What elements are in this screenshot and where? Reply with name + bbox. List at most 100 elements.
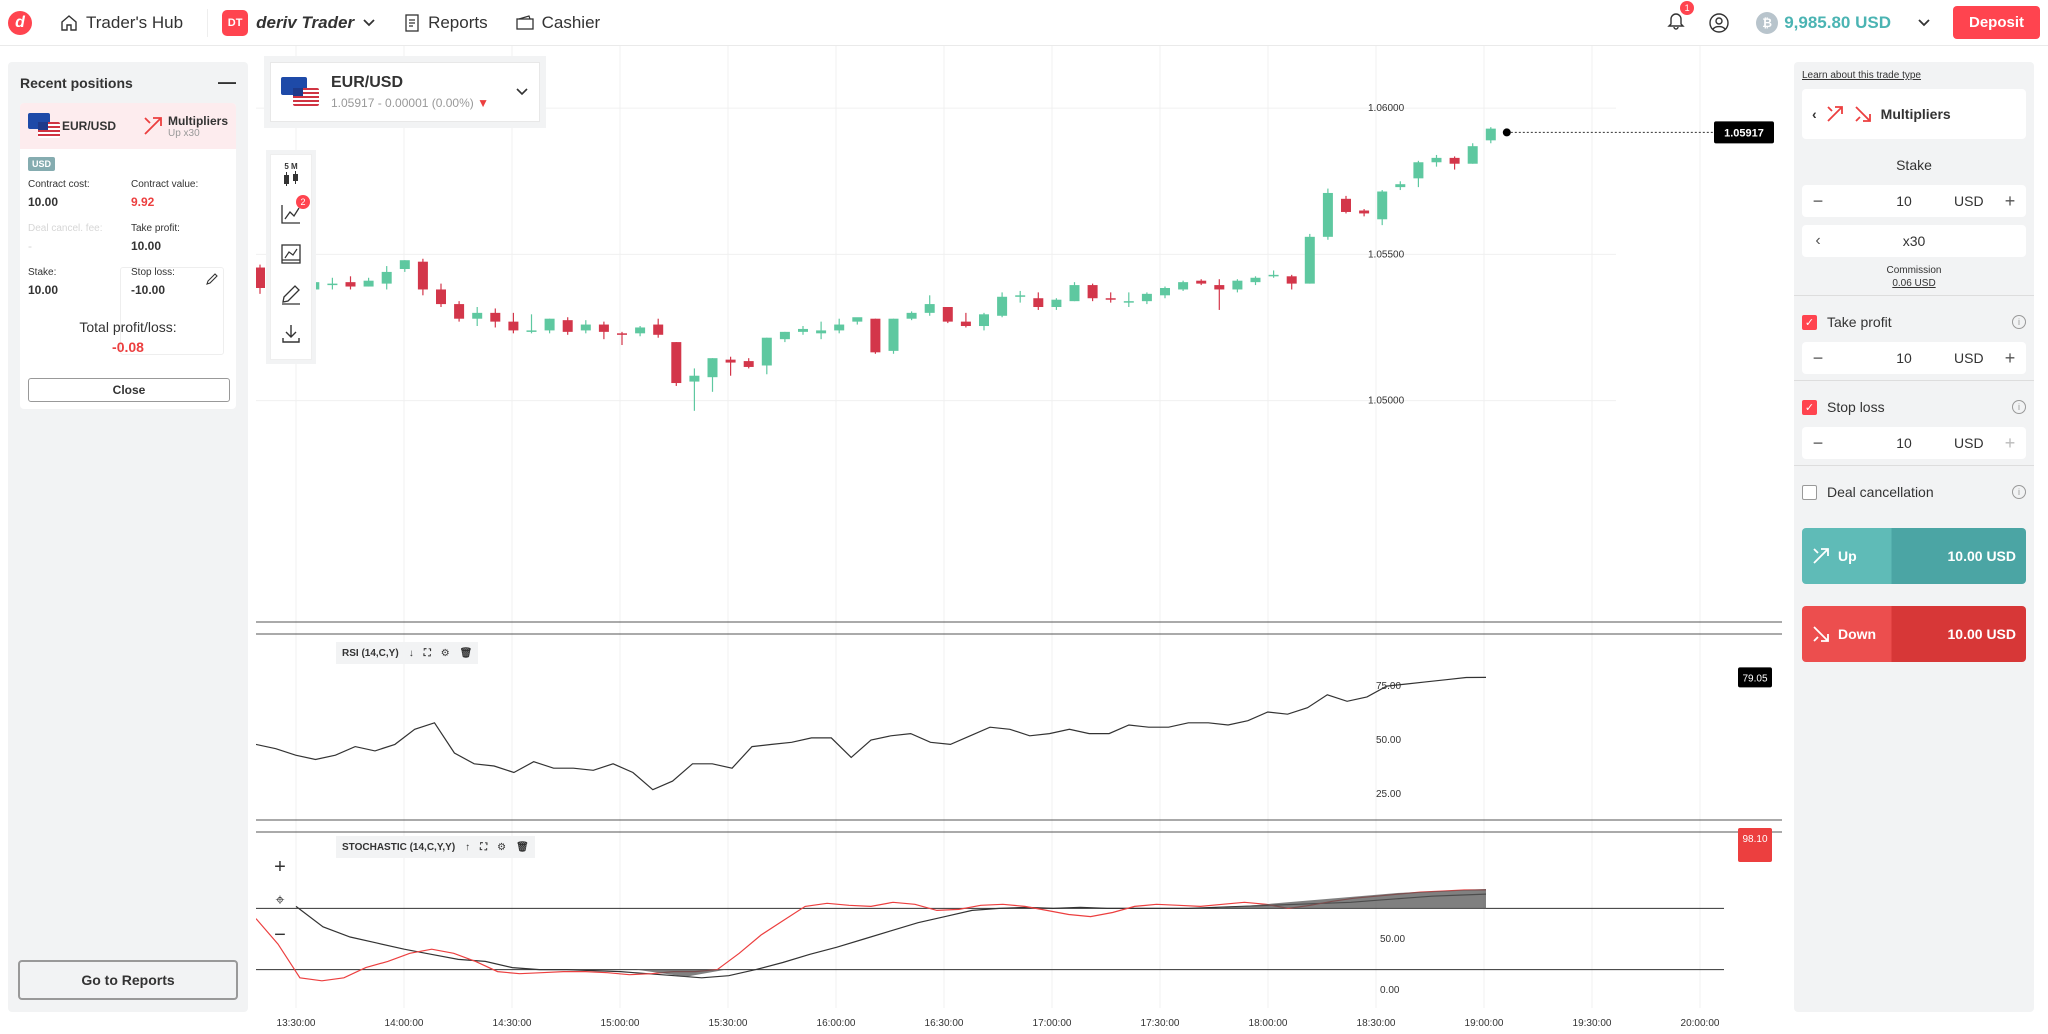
gear-icon[interactable]: ⚙ [440,647,450,659]
candle-body [635,327,646,334]
candle-body [1322,192,1333,237]
minimize-icon[interactable]: — [218,72,236,92]
candle-body [960,321,971,327]
candle-body [1051,299,1062,308]
price-tick-label: 1.05500 [1368,249,1405,260]
stake-value[interactable]: 10 [1896,193,1912,209]
learn-trade-type-link[interactable]: Learn about this trade type [1802,70,1921,81]
trash-icon[interactable]: 🗑 [516,841,529,853]
edit-pencil-icon[interactable] [205,272,219,286]
take-profit-checkbox[interactable]: ✓ [1802,314,1817,330]
stop-loss-input[interactable]: − 10 USD + [1802,427,2026,459]
traders-hub-link[interactable]: Trader's Hub [60,13,183,33]
stochastic-value-tag [1738,828,1772,862]
time-tick-label: 18:30:00 [1357,1018,1396,1029]
position-card[interactable]: EUR/USD Multipliers Up x30 USD Contract c… [20,103,236,409]
chart-area[interactable]: 13:30:00 14:00:00 14:30:00 15:00:00 15:30:00… [256,46,1782,1034]
info-icon[interactable]: i [2012,485,2026,499]
arrow-up-icon[interactable]: ↑ [465,841,471,853]
zoom-controls: + ⌖ − [264,856,296,946]
rsi-indicator-label[interactable]: RSI (14,C,Y) ↓ ⛶ ⚙ 🗑 [336,642,479,664]
chart-templates-icon [281,244,301,264]
buy-down-button[interactable]: Down 10.00 USD [1802,606,2026,662]
candle-body [617,333,627,335]
stake-input[interactable]: − 10 USD + [1802,185,2026,217]
candle-body [725,359,736,363]
account-balance[interactable]: ₿ 9,985.80 USD [1756,11,1931,34]
stop-loss-decrease-button[interactable]: − [1812,432,1824,453]
expand-icon[interactable]: ⛶ [480,841,488,853]
candle-body [979,314,989,327]
go-to-reports-button[interactable]: Go to Reports [18,960,238,1000]
rsi-tick-label: 75.00 [1376,681,1401,692]
time-tick-label: 13:30:00 [277,1018,316,1029]
chart-interval-button[interactable]: 5 M [278,161,304,187]
multiplier-up-icon [1827,106,1843,122]
deal-cancellation-checkbox[interactable] [1802,484,1817,500]
stake-decrease-button[interactable]: − [1812,190,1824,211]
chart-toolbar: 5 M 2 [270,154,312,360]
trash-icon[interactable]: 🗑 [459,647,473,659]
take-profit-value: 10.00 [131,239,162,253]
cashier-link[interactable]: Cashier [515,13,600,33]
zoom-in-icon[interactable]: + [274,855,286,878]
candle-body [1449,157,1460,164]
stochastic-indicator-label[interactable]: STOCHASTIC (14,C,Y,Y) ↑ ⛶ ⚙ 🗑 [336,836,535,858]
time-tick-label: 19:00:00 [1465,1018,1504,1029]
take-profit-currency: USD [1954,350,1984,366]
cashier-icon [515,14,534,30]
info-icon[interactable]: i [2012,400,2026,414]
deal-cancellation-toggle[interactable]: Deal cancellation i [1794,472,2034,512]
candle-body [1105,298,1116,300]
stake: Stake: 10.00 [28,267,58,297]
position-subtype: Up x30 [167,127,200,139]
candle-body [309,282,320,290]
stop-loss-value[interactable]: 10 [1896,435,1912,451]
stop-loss-label: Stop loss: [131,267,175,278]
trade-type-selector[interactable]: ‹ Multipliers [1802,89,2026,139]
candle-body [1485,128,1496,141]
multiplier-select[interactable]: ‹ x30 [1802,225,2026,257]
close-position-button[interactable]: Close [28,378,230,402]
chevron-left-icon[interactable]: ‹ [1812,106,1817,122]
candle-body [508,321,519,331]
commission-value[interactable]: 0.06 USD [1892,278,1936,289]
candle-body [1359,210,1370,214]
stop-loss-toggle[interactable]: ✓ Stop loss i [1794,387,2034,427]
symbol-selector[interactable]: EUR/USD 1.05917 - 0.00001 (0.00%) ▼ [270,62,540,122]
account-settings-icon[interactable] [1708,12,1730,34]
stop-loss-increase-button[interactable]: + [2004,432,2016,453]
chevron-down-icon [1918,18,1930,26]
position-contract-type: Multipliers Up x30 [142,114,228,139]
take-profit-increase-button[interactable]: + [2004,347,2016,368]
take-profit-input[interactable]: − 10 USD + [1802,342,2026,374]
crosshair-icon[interactable]: ⌖ [275,892,285,909]
reports-link[interactable]: Reports [404,13,488,33]
chart-canvas[interactable]: 13:30:00 14:00:00 14:30:00 15:00:00 15:30:00… [256,46,1782,1034]
stake-increase-button[interactable]: + [2004,190,2016,211]
chart-types-button[interactable] [278,241,304,267]
stop-loss-checkbox[interactable]: ✓ [1802,399,1817,415]
drawing-tools-button[interactable] [278,281,304,307]
arrow-down-icon[interactable]: ↓ [408,647,414,659]
chevron-left-icon[interactable]: ‹ [1815,232,1821,249]
take-profit-value[interactable]: 10 [1896,350,1912,366]
deriv-logo-icon[interactable]: d [8,10,32,35]
deposit-button[interactable]: Deposit [1952,6,2040,39]
indicators-button[interactable]: 2 [278,195,310,227]
notifications-button[interactable]: 1 [1666,1,1695,35]
take-profit-toggle[interactable]: ✓ Take profit i [1794,302,2034,342]
app-switcher[interactable]: DT deriv Trader [222,9,376,36]
expand-icon[interactable]: ⛶ [423,647,431,659]
take-profit-decrease-button[interactable]: − [1812,347,1824,368]
buy-up-button[interactable]: Up 10.00 USD [1802,528,2026,584]
gear-icon[interactable]: ⚙ [497,841,507,853]
download-button[interactable] [278,321,304,347]
zoom-out-icon[interactable]: − [274,923,286,946]
take-profit: Take profit: 10.00 [131,223,180,253]
total-profit-loss-value: -0.08 [112,339,144,355]
contract-cost: Contract cost: 10.00 [28,179,90,209]
take-profit-stop-loss-box[interactable] [120,267,224,355]
candle-body [399,260,410,269]
info-icon[interactable]: i [2012,315,2026,329]
